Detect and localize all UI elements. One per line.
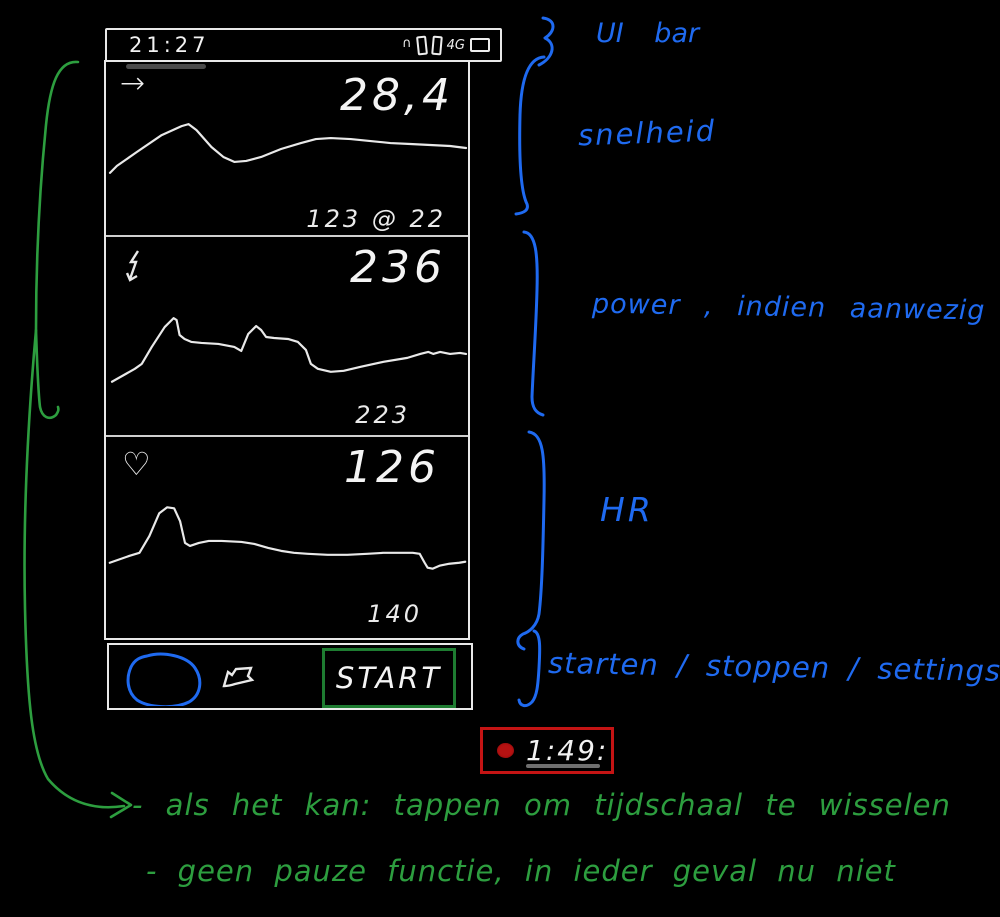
note-hr: HR (600, 490, 654, 529)
green-arrowhead-icon (109, 791, 133, 819)
arrow-right-icon: → (120, 66, 146, 101)
elapsed-timer-badge: 1:49: (480, 727, 614, 774)
note-ui-bar: UI bar (596, 18, 700, 49)
speed-caption: 123 @ 22 (306, 205, 446, 233)
power-caption: 223 (355, 401, 410, 429)
note-pause: - geen pauze functie, in ieder geval nu … (146, 854, 896, 888)
green-left-curve-fork (34, 328, 60, 420)
speed-value: 28,4 (340, 70, 454, 121)
signal-bar-icon (415, 35, 428, 55)
panel-speed[interactable]: → 28,4 123 @ 22 (106, 62, 468, 237)
blue-bracket-controls (517, 629, 542, 708)
blue-bracket-power (522, 230, 545, 417)
hr-value: 126 (344, 442, 440, 493)
network-label: 4G (446, 37, 465, 53)
signal-bar-icon (430, 35, 443, 55)
note-speed: snelheid (577, 113, 717, 153)
heart-icon: ♡ (122, 445, 151, 483)
smudge-mark (126, 64, 206, 69)
blue-circle-mark (126, 652, 202, 706)
speed-sparkline (108, 123, 468, 174)
status-icons: ∩ 4G (402, 35, 490, 55)
hr-caption: 140 (367, 600, 422, 628)
blue-bracket-hr (516, 430, 546, 651)
battery-icon (470, 38, 490, 52)
panel-power[interactable]: 236 223 (106, 237, 468, 437)
route-flag-icon[interactable] (221, 665, 255, 689)
elapsed-time: 1:49: (526, 734, 609, 767)
blue-bracket-speed (514, 55, 546, 216)
lightning-down-icon (125, 250, 140, 282)
start-button[interactable]: START (322, 648, 456, 708)
note-controls: starten / stoppen / settings? (547, 645, 1000, 689)
status-bar: 21:27 ∩ 4G (105, 28, 502, 62)
bottom-control-bar: START (107, 643, 473, 710)
note-timescale: - als het kan: tappen om tijdschaal te w… (132, 788, 951, 822)
record-dot-icon (497, 743, 514, 758)
panel-heart-rate[interactable]: ♡ 126 140 (106, 437, 468, 638)
blue-bracket-ui-bar (537, 16, 555, 67)
bicycle-icon[interactable] (123, 650, 215, 706)
signal-arc-icon: ∩ (402, 35, 412, 51)
note-power: power , indien aanwezig (591, 288, 986, 327)
timer-underline (526, 764, 600, 768)
hr-sparkline (108, 506, 467, 570)
clock: 21:27 (129, 33, 210, 57)
power-sparkline (110, 317, 468, 383)
phone-screen: → 28,4 123 @ 22 236 223 ♡ 126 140 (104, 60, 470, 640)
power-value: 236 (350, 242, 446, 293)
